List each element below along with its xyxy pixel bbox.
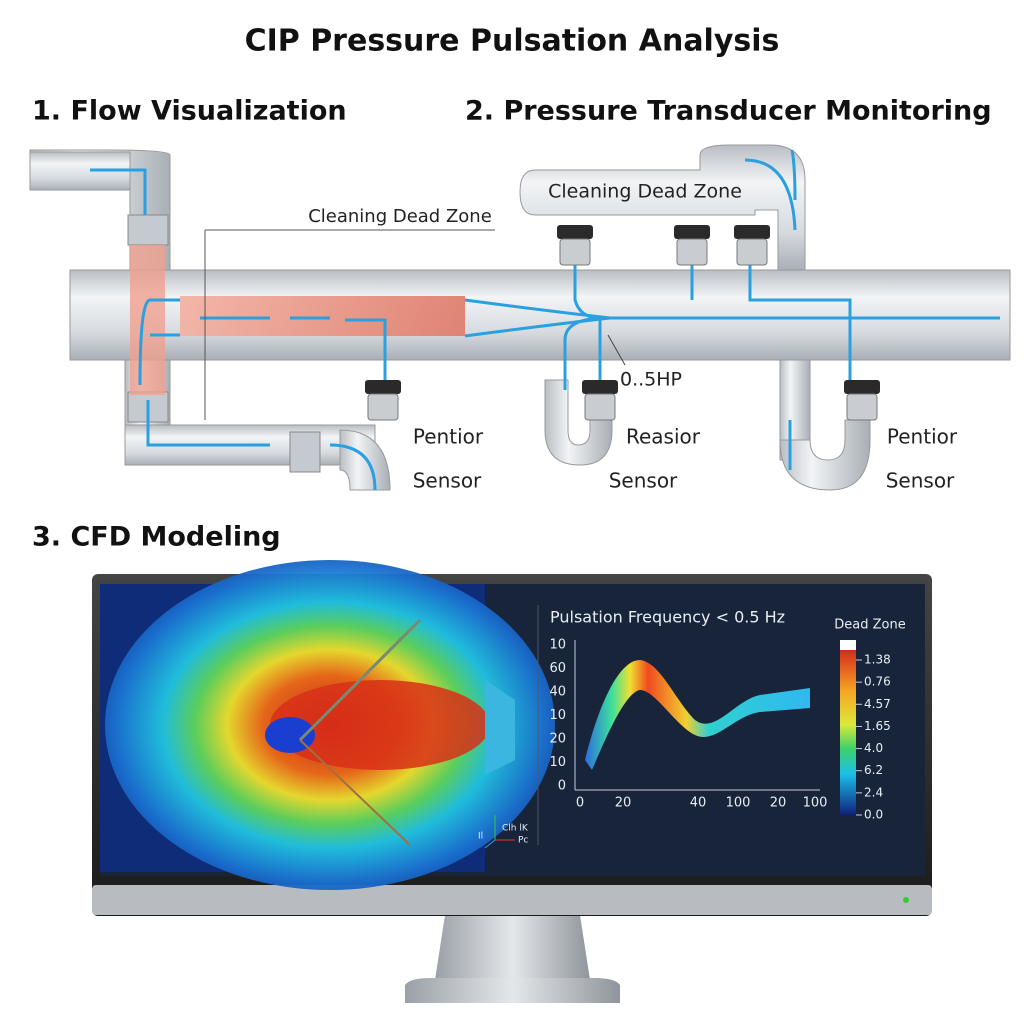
callout: Cleaning Dead Zone: [308, 206, 492, 227]
colorbar-label: 2.4: [864, 785, 883, 799]
y-tick-label: 0: [558, 779, 566, 794]
y-tick-label: 40: [549, 685, 566, 700]
sensor-type: Sensor: [886, 469, 955, 493]
triad-axis: [484, 839, 496, 849]
y-tick-label: 60: [549, 661, 566, 676]
sensor-body: [846, 393, 878, 421]
axis-triad-label: Clh lK: [502, 824, 529, 834]
plot-title: Pulsation Frequency < 0.5 Hz: [550, 608, 785, 627]
colorbar-label: 0.0: [864, 808, 883, 822]
colorbar-label: 1.38: [864, 653, 891, 667]
pipework: [29, 144, 1011, 491]
x-tick-label: 40: [690, 796, 707, 811]
y-tick-label: 10: [549, 755, 566, 770]
pulsation-band: [585, 660, 810, 770]
sensor-body: [559, 238, 591, 266]
colorbar-title: Dead Zone: [834, 618, 905, 633]
pump-label: 0..5HP: [620, 369, 682, 391]
title: CIP Pressure Pulsation Analysis: [245, 24, 780, 59]
sensor-name: Pentior: [413, 425, 484, 449]
x-tick-label: 20: [615, 796, 632, 811]
cfd-plot: Pulsation Frequency < 0.5 Hz Dead Zone 1…: [478, 608, 906, 849]
sensor-body: [676, 238, 708, 266]
sensor-body: [584, 393, 616, 421]
sensor-name: Reasior: [626, 425, 701, 449]
colorbar-cap: [840, 640, 856, 650]
monitor: [92, 560, 932, 1003]
sensor-cap: [674, 225, 710, 239]
sensors: [365, 225, 880, 421]
y-tick-label: 10: [549, 638, 566, 653]
section-heading: 2. Pressure Transducer Monitoring: [465, 96, 992, 127]
y-tick-label: 20: [549, 732, 566, 747]
sensor: [365, 380, 401, 421]
sensor-type: Sensor: [609, 469, 678, 493]
axis-triad-label: Pc: [518, 836, 528, 846]
callout-line: [607, 334, 626, 366]
section-heading: 1. Flow Visualization: [32, 96, 347, 127]
callout: Cleaning Dead Zone: [548, 181, 742, 203]
x-tick-label: 100: [803, 796, 828, 811]
x-tick-label: 0: [576, 796, 584, 811]
sensor-cap: [844, 380, 880, 394]
sensor-name: Pentior: [887, 425, 958, 449]
colorbar-label: 1.65: [864, 719, 891, 733]
sensor: [674, 225, 710, 266]
colorbar: [840, 650, 856, 815]
x-tick-label: 100: [726, 796, 751, 811]
colorbar-label: 4.57: [864, 697, 891, 711]
x-tick-label: 20: [770, 796, 787, 811]
axis-triad-label: Il: [478, 832, 483, 842]
sensor-cap: [557, 225, 593, 239]
sensor-body: [367, 393, 399, 421]
sensor-body: [736, 238, 768, 266]
sensor-cap: [582, 380, 618, 394]
sensor: [557, 225, 593, 266]
y-tick-label: 10: [549, 708, 566, 723]
colorbar-label: 0.76: [864, 675, 891, 689]
sensor: [844, 380, 880, 421]
sensor-cap: [365, 380, 401, 394]
sensor: [582, 380, 618, 421]
colorbar-label: 4.0: [864, 741, 883, 755]
sensor-cap: [734, 225, 770, 239]
sensor: [734, 225, 770, 266]
section-heading: 3. CFD Modeling: [32, 522, 281, 553]
colorbar-label: 6.2: [864, 763, 883, 777]
sensor-type: Sensor: [413, 469, 482, 493]
